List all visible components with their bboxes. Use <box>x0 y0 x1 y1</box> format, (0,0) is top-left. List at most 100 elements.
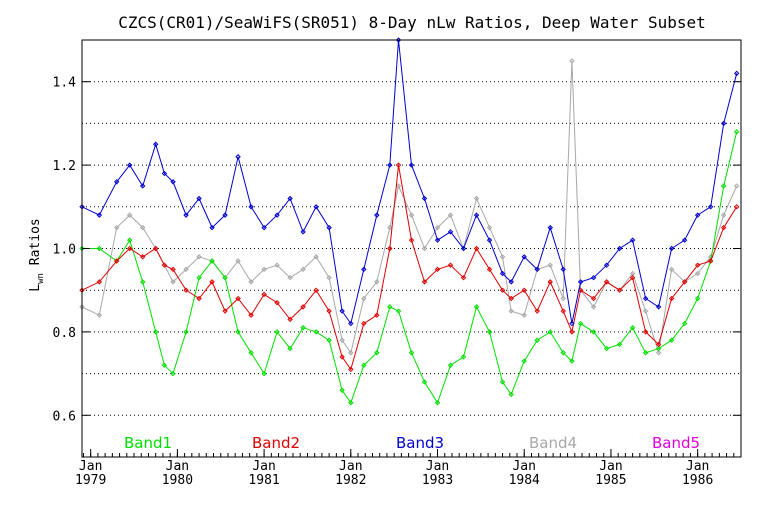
data-point-band2 <box>313 287 319 293</box>
data-point-band4 <box>668 266 675 273</box>
data-point-band2 <box>547 279 553 285</box>
data-point-band2 <box>408 237 415 243</box>
x-tick-month-label: Jan <box>599 459 622 474</box>
data-point-band1 <box>681 320 688 327</box>
data-point-band3 <box>348 320 354 327</box>
chart-title: CZCS(CR01)/SeaWiFS(SR051) 8-Day nLw Rati… <box>118 13 706 32</box>
data-point-band3 <box>183 212 189 218</box>
data-point-band3 <box>569 320 575 327</box>
data-point-band4 <box>287 274 293 281</box>
data-point-band2 <box>694 262 701 268</box>
data-point-band3 <box>300 229 306 235</box>
data-point-band4 <box>434 224 441 231</box>
y-axis-label: Lwn Ratios <box>28 218 46 291</box>
data-point-band2 <box>499 287 506 293</box>
data-point-band4 <box>139 224 146 231</box>
data-point-band2 <box>733 204 740 210</box>
y-tick-label: 1.4 <box>53 76 77 91</box>
data-point-band3 <box>387 162 393 168</box>
data-point-band3 <box>152 141 159 147</box>
horizontal-gridlines <box>82 81 741 416</box>
data-point-band3 <box>248 204 254 210</box>
data-point-band1 <box>209 258 215 264</box>
data-point-band1 <box>629 325 636 331</box>
data-point-band3 <box>421 195 428 202</box>
x-tick-month-label: Jan <box>339 459 362 474</box>
data-point-band3 <box>170 179 176 185</box>
data-point-band3 <box>222 212 228 218</box>
y-tick-label: 1.2 <box>53 159 76 174</box>
data-point-band2 <box>616 287 623 293</box>
data-point-band1 <box>655 345 662 352</box>
data-point-band1 <box>287 345 293 352</box>
data-point-band3 <box>694 212 701 218</box>
data-point-band4 <box>361 295 367 302</box>
data-point-band2 <box>720 224 727 231</box>
data-point-band3 <box>521 254 527 260</box>
data-point-band3 <box>274 212 280 218</box>
data-point-band1 <box>434 400 441 406</box>
data-point-band4 <box>508 308 514 314</box>
data-point-band2 <box>235 295 241 302</box>
data-point-band3 <box>434 237 441 243</box>
data-point-band4 <box>183 266 189 273</box>
legend-label-band4: Band4 <box>529 434 577 452</box>
y-tick-label: 0.8 <box>53 326 76 341</box>
series-line-band2 <box>81 165 738 371</box>
data-point-band1 <box>408 350 415 356</box>
data-point-band4 <box>313 254 319 260</box>
data-point-band3 <box>534 266 540 273</box>
data-point-band2 <box>348 366 354 373</box>
series-band1 <box>79 129 740 406</box>
data-point-band4 <box>499 254 506 260</box>
data-point-band3 <box>642 295 649 302</box>
data-point-band2 <box>222 308 228 314</box>
data-point-band3 <box>126 162 133 168</box>
data-point-band4 <box>170 279 176 285</box>
data-point-band3 <box>655 304 662 310</box>
data-point-band3 <box>577 279 584 285</box>
data-point-band4 <box>733 183 740 189</box>
x-tick-month-label: Jan <box>512 459 535 474</box>
data-point-band2 <box>460 274 467 281</box>
data-point-band1 <box>261 370 267 377</box>
data-point-band3 <box>473 212 480 218</box>
legend-label-band5: Band5 <box>652 434 700 452</box>
x-tick-month-label: Jan <box>79 459 102 474</box>
data-point-band1 <box>460 354 467 360</box>
data-point-band2 <box>681 279 688 285</box>
series-line-band3 <box>81 39 738 325</box>
series-line-band4 <box>81 60 738 355</box>
data-point-band1 <box>486 329 493 335</box>
data-point-band4 <box>196 254 202 260</box>
data-point-band1 <box>547 329 553 335</box>
data-point-band2 <box>300 304 306 310</box>
data-point-band2 <box>560 308 566 314</box>
legend-label-band2: Band2 <box>252 434 300 452</box>
data-point-band2 <box>339 354 345 360</box>
data-point-band2 <box>96 279 103 285</box>
data-point-band1 <box>473 304 480 310</box>
x-tick-year-label: 1979 <box>75 473 106 488</box>
data-point-band4 <box>473 195 480 202</box>
x-tick-year-label: 1983 <box>422 473 453 488</box>
data-point-band1 <box>196 274 202 281</box>
x-axis: Jan1979Jan1980Jan1981Jan1982Jan1983Jan19… <box>75 449 742 488</box>
data-point-band2 <box>113 258 120 264</box>
data-point-band2 <box>139 254 146 260</box>
data-point-band4 <box>339 337 345 343</box>
data-point-band3 <box>508 279 514 285</box>
data-point-band3 <box>408 162 415 168</box>
x-tick-month-label: Jan <box>252 459 275 474</box>
data-point-band3 <box>447 229 454 235</box>
data-point-band3 <box>395 37 402 43</box>
data-point-band1 <box>395 308 402 314</box>
data-point-band4 <box>387 224 393 231</box>
data-point-band2 <box>508 295 514 302</box>
x-tick-year-label: 1980 <box>162 473 193 488</box>
data-point-band4 <box>300 266 306 273</box>
data-point-band3 <box>96 212 103 218</box>
data-point-band1 <box>569 358 575 364</box>
data-point-band1 <box>348 400 354 406</box>
data-point-band1 <box>161 362 168 368</box>
